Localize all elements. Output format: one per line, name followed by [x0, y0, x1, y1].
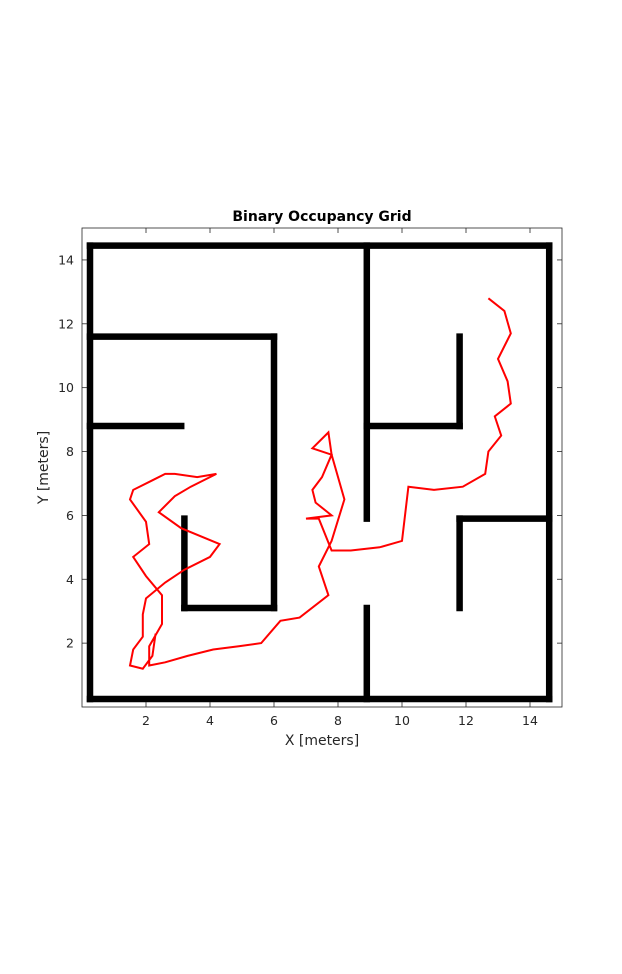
axes-frame	[81, 227, 563, 708]
axis-ticks: 2 4 6 8 10 12 14 2 4 6 8 10 12 14	[58, 228, 562, 728]
robot-path-layer	[128, 297, 512, 670]
x-tick-label: 14	[522, 713, 538, 728]
y-tick-label: 6	[66, 508, 74, 523]
y-tick-label: 4	[66, 572, 74, 587]
y-tick-label: 2	[66, 636, 74, 651]
x-tick-label: 12	[458, 713, 474, 728]
x-tick-label: 4	[206, 713, 214, 728]
y-tick-label: 8	[66, 444, 74, 459]
y-axis-label: Y [meters]	[36, 431, 52, 505]
x-tick-label: 10	[394, 713, 410, 728]
x-axis-label: X [meters]	[285, 733, 359, 749]
x-tick-label: 2	[142, 713, 150, 728]
x-tick-label: 6	[270, 713, 278, 728]
occupied-walls	[86, 242, 553, 703]
x-tick-label: 8	[334, 713, 342, 728]
y-tick-label: 10	[58, 380, 74, 395]
axes-background	[82, 228, 562, 707]
y-tick-label: 14	[58, 252, 74, 267]
y-tick-label: 12	[58, 316, 74, 331]
robot-path	[128, 297, 512, 670]
chart-title: Binary Occupancy Grid	[232, 209, 411, 225]
